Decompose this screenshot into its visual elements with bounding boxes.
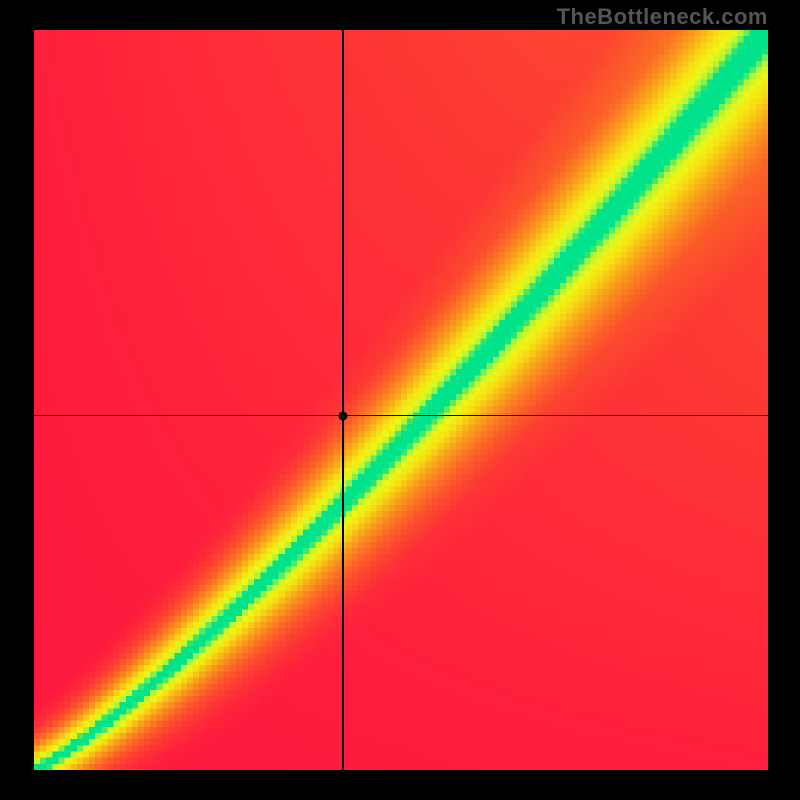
query-point-marker	[339, 411, 348, 420]
crosshair-horizontal	[34, 415, 768, 416]
watermark-text: TheBottleneck.com	[557, 4, 768, 30]
chart-container: TheBottleneck.com	[0, 0, 800, 800]
crosshair-vertical	[342, 30, 343, 770]
bottleneck-heatmap	[34, 30, 768, 770]
